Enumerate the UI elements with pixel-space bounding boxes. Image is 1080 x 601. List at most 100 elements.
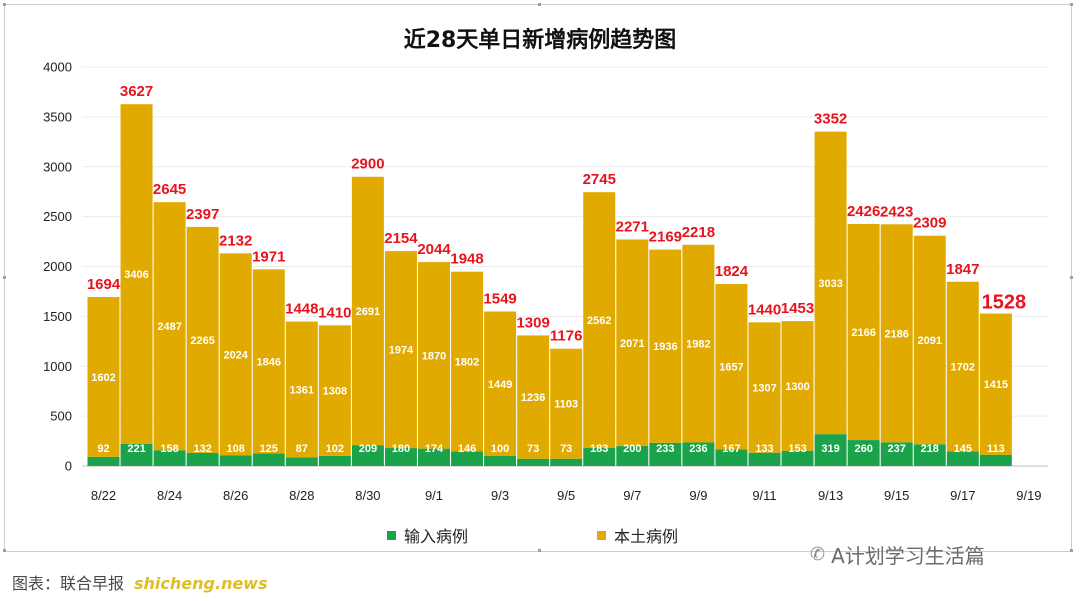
y-tick-label: 3000	[43, 159, 72, 174]
bar-segment-local	[583, 192, 616, 448]
data-label-imported: 237	[888, 443, 906, 455]
bar-segment-imported	[285, 457, 318, 466]
x-tick-label: 8/24	[157, 488, 182, 503]
data-label-total: 1847	[946, 261, 979, 278]
bar-segment-imported	[880, 442, 913, 466]
data-label-imported: 233	[656, 443, 674, 455]
data-label-local: 1846	[257, 356, 281, 368]
data-label-imported: 153	[788, 443, 806, 455]
bar-segment-imported	[153, 450, 186, 466]
resize-handle-tr[interactable]	[1070, 3, 1073, 6]
bar-segment-imported	[186, 452, 219, 466]
bar-segment-local	[153, 202, 186, 451]
data-label-total: 1410	[318, 304, 351, 321]
bar-segment-local	[351, 176, 384, 446]
data-label-imported: 218	[921, 443, 939, 455]
data-label-local: 1103	[554, 399, 578, 411]
resize-handle-left[interactable]	[3, 276, 6, 279]
bar-segment-local	[318, 325, 351, 456]
bar-segment-imported	[616, 446, 649, 466]
bar-segment-local	[781, 321, 814, 451]
data-label-imported: 167	[722, 443, 740, 455]
bar-segment-imported	[847, 440, 880, 466]
y-tick-label: 1500	[43, 309, 72, 324]
resize-handle-right[interactable]	[1070, 276, 1073, 279]
data-label-imported: 125	[260, 443, 278, 455]
data-label-imported: 108	[227, 443, 245, 455]
data-label-local: 1657	[719, 362, 743, 374]
resize-handle-top[interactable]	[538, 3, 541, 6]
watermark: ✆ A计划学习生活篇	[810, 540, 985, 569]
legend-item-imported: 输入病例	[387, 523, 468, 547]
x-tick-label: 9/19	[1016, 488, 1041, 503]
bar-segment-imported	[649, 442, 682, 466]
bar-segment-local	[814, 131, 847, 435]
data-label-local: 1870	[422, 350, 446, 362]
data-label-total: 2423	[880, 203, 913, 220]
data-label-local: 1982	[686, 339, 710, 351]
data-label-imported: 260	[854, 443, 872, 455]
wechat-icon: ✆	[810, 544, 826, 565]
bar-segment-local	[517, 335, 550, 459]
bar-segment-imported	[252, 453, 285, 466]
resize-handle-tl[interactable]	[3, 3, 6, 6]
source-label: 图表：联合早报	[12, 574, 125, 593]
legend-label-imported: 输入病例	[404, 527, 469, 546]
bar-segment-imported	[748, 452, 781, 466]
bar-segment-local	[715, 284, 748, 450]
x-tick-label: 9/5	[557, 488, 575, 503]
data-label-imported: 180	[392, 443, 410, 455]
y-tick-label: 4000	[43, 60, 72, 75]
data-label-local: 1300	[785, 381, 809, 393]
x-tick-label: 8/26	[223, 488, 248, 503]
data-label-total: 1176	[550, 328, 583, 345]
bar-segment-imported	[979, 454, 1012, 466]
data-label-local: 3033	[818, 278, 842, 290]
resize-handle-bl[interactable]	[3, 549, 6, 552]
bar-segment-imported	[715, 449, 748, 466]
resize-handle-bottom[interactable]	[538, 549, 541, 552]
data-label-total: 1824	[715, 263, 749, 280]
bar-segment-local	[285, 321, 318, 458]
data-label-imported: 146	[458, 443, 476, 455]
x-tick-label: 9/11	[752, 488, 776, 503]
bar-segment-imported	[913, 444, 946, 466]
data-label-local: 1974	[389, 345, 414, 357]
site-mark: shicheng.news	[134, 574, 268, 593]
bar-segment-local	[451, 271, 484, 452]
bar-segment-imported	[550, 458, 583, 466]
data-label-local: 1308	[323, 386, 347, 398]
bar-segment-imported	[219, 455, 252, 466]
legend-swatch-local	[597, 530, 606, 540]
x-tick-label: 9/7	[623, 488, 641, 503]
data-label-local: 2166	[851, 327, 875, 339]
data-label-total: 1448	[285, 301, 318, 318]
bar-segment-local	[484, 311, 517, 457]
bar-segment-local	[616, 239, 649, 447]
bar-segment-imported	[384, 448, 417, 466]
data-label-total: 1549	[483, 290, 516, 307]
data-label-local: 2091	[918, 335, 942, 347]
data-label-total: 1453	[781, 300, 814, 317]
x-tick-label: 8/22	[91, 488, 116, 503]
chart-title: 近28天单日新增病例趋势图	[403, 28, 677, 53]
bar-segment-local	[186, 226, 219, 453]
data-label-local: 2071	[620, 338, 644, 350]
data-label-imported: 100	[491, 443, 509, 455]
x-tick-label: 9/1	[425, 488, 443, 503]
bar-segment-imported	[120, 443, 153, 466]
x-tick-label: 8/28	[289, 488, 314, 503]
y-tick-label: 2000	[43, 259, 72, 274]
x-tick-label: 9/17	[950, 488, 975, 503]
x-tick-label: 9/9	[689, 488, 707, 503]
bar-segment-imported	[351, 445, 384, 466]
resize-handle-br[interactable]	[1070, 549, 1073, 552]
data-label-local: 1307	[752, 383, 776, 395]
data-label-total: 2645	[153, 181, 186, 198]
data-label-local: 2265	[190, 335, 214, 347]
bar-segment-local	[748, 322, 781, 453]
data-label-total: 3352	[814, 111, 847, 128]
data-label-local: 1602	[91, 372, 115, 384]
data-label-imported: 87	[296, 443, 308, 455]
bar-segment-local	[418, 262, 450, 449]
